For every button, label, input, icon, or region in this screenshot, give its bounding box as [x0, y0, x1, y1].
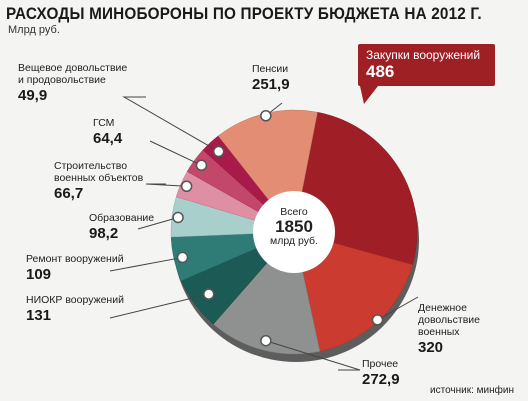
slice-value-2: 272,9: [362, 371, 400, 388]
marker-dot-4: [176, 251, 189, 264]
slice-label-8: Вещевое довольствие и продовольствие: [18, 62, 128, 86]
slice-label-0: Закупки вооружений: [366, 48, 481, 62]
leader-line-3: [109, 293, 209, 319]
slice-value-3: 131: [26, 307, 52, 324]
slice-label-3: НИОКР вооружений: [26, 294, 124, 306]
marker-dot-6: [180, 180, 193, 192]
chart-title: РАСХОДЫ МИНОБОРОНЫ ПО ПРОЕКТУ БЮДЖЕТА НА…: [6, 4, 482, 23]
center-line3: млрд руб.: [269, 235, 318, 247]
slice-value-8: 49,9: [18, 87, 48, 104]
source-note: источник: минфин: [430, 385, 514, 396]
slice-value-9: 251,9: [252, 76, 290, 93]
marker-dot-1: [371, 314, 384, 326]
slice-value-4: 109: [26, 266, 52, 283]
label-denezhnoe: Денежное довольствие военных 320: [418, 302, 480, 356]
leader-line-2: [265, 340, 361, 371]
slice-value-5: 98,2: [89, 225, 119, 242]
slice-label-7: ГСМ: [93, 117, 115, 129]
leader-line-8: [122, 96, 219, 152]
marker-dot-8: [212, 145, 225, 158]
slice-label-2: Прочее: [362, 358, 399, 370]
leader-line-6: [145, 183, 187, 187]
unit-label: Млрд руб.: [8, 24, 60, 36]
marker-dot-2: [260, 334, 272, 347]
label-veshchevoe: Вещевое довольствие и продовольствие 49,9: [18, 62, 127, 104]
center-total: Всего 1850 млрд руб.: [254, 207, 334, 247]
marker-dot-3: [203, 288, 215, 300]
center-hole: [253, 191, 335, 273]
leader-line-4: [109, 256, 183, 272]
slice-label-9: Пенсии: [252, 63, 289, 75]
slice-label-1: Денежное довольствие военных: [418, 302, 480, 338]
label-pensii: Пенсии 251,9: [252, 63, 290, 93]
callout-zakupki: Закупки вооружений 486: [358, 44, 495, 86]
slice-label-6: Строительство военных объектов: [54, 160, 144, 184]
marker-dot-5: [172, 211, 184, 224]
label-stroitelstvo: Строительство военных объектов 66,7: [54, 160, 143, 202]
leader-line-5: [137, 216, 179, 230]
slice-value-1: 320: [418, 339, 444, 356]
label-obrazovanie: Образование 98,2: [89, 212, 154, 242]
marker-dot-7: [195, 159, 208, 172]
label-niokr: НИОКР вооружений 131: [26, 294, 124, 324]
leader-line-7: [149, 140, 202, 166]
callout-pointer: [360, 86, 378, 104]
label-gsm: ГСМ 64,4: [93, 117, 122, 147]
center-line1: Всего: [280, 206, 308, 218]
leader-line-1: [377, 296, 419, 321]
slice-label-4: Ремонт вооружений: [26, 253, 124, 265]
slice-value-6: 66,7: [54, 185, 84, 202]
marker-dot-9: [260, 109, 272, 122]
slice-label-5: Образование: [89, 212, 155, 224]
slice-value-0: 486: [366, 62, 395, 81]
label-remont: Ремонт вооружений 109: [26, 253, 124, 283]
center-total-value: 1850: [275, 217, 313, 236]
slice-value-7: 64,4: [93, 130, 123, 147]
label-prochee: Прочее 272,9: [362, 358, 400, 388]
